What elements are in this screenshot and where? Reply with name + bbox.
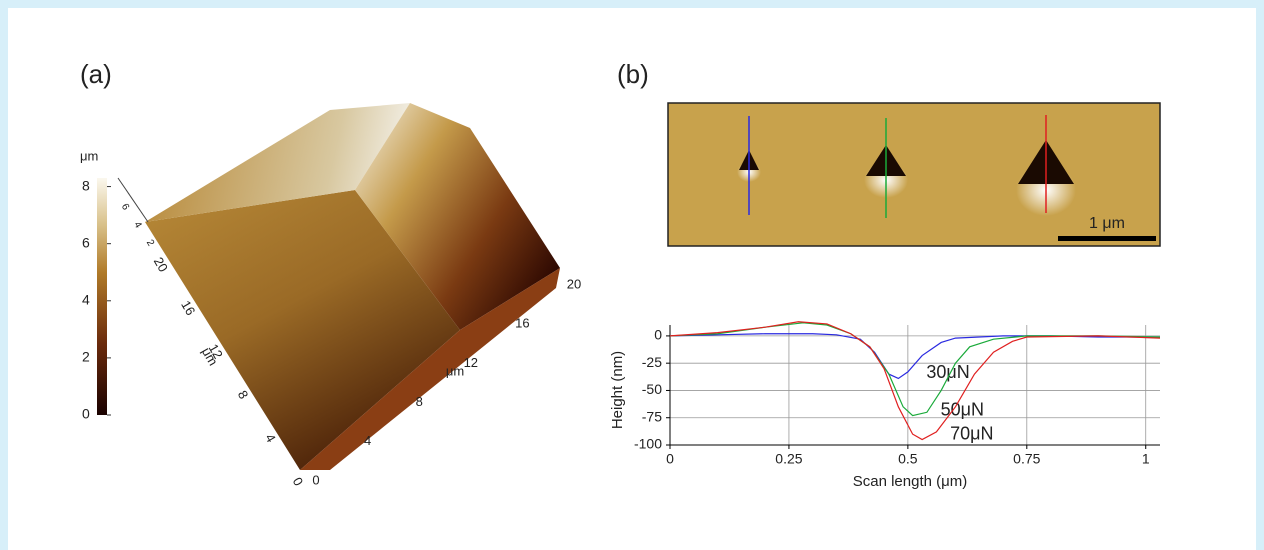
colorbar-unit: μm	[80, 148, 98, 163]
axis-unit: μm	[446, 363, 464, 378]
series-label: 30μN	[926, 362, 969, 382]
x-tick-label: 1	[1142, 451, 1150, 467]
panel-label: (b)	[617, 59, 649, 89]
colorbar-tick-label: 4	[82, 291, 90, 307]
colorbar-tick-label: 0	[82, 406, 90, 422]
y-tick-label: -50	[642, 381, 662, 397]
axis-tick-label: 12	[464, 355, 478, 370]
x-axis-label: Scan length (μm)	[853, 473, 968, 490]
y-tick-label: -100	[634, 436, 662, 452]
colorbar-tick-label: 8	[82, 177, 90, 193]
axis-tick-label: 8	[235, 388, 252, 402]
surface-3d	[118, 103, 560, 470]
series-line	[670, 334, 1160, 379]
y-tick-label: 0	[654, 327, 662, 343]
y-axis-label: Height (nm)	[609, 351, 626, 429]
y-tick-label: -25	[642, 354, 662, 370]
series-line	[670, 322, 1160, 440]
panel-label: (a)	[80, 59, 112, 89]
series-label: 50μN	[941, 399, 984, 419]
x-tick-label: 0	[666, 451, 674, 467]
axis-tick-label: 4	[262, 431, 279, 445]
afm-image: 1 μm	[668, 103, 1160, 246]
axis-tick-label: 6	[119, 202, 132, 213]
colorbar	[97, 178, 107, 415]
series-label: 70μN	[950, 423, 993, 443]
axis-tick-label: 20	[567, 276, 581, 291]
axis-tick-label: 16	[515, 316, 529, 331]
axis-tick-label: 4	[131, 220, 144, 231]
axis-tick-label: 0	[290, 475, 307, 489]
y-tick-label: -75	[642, 408, 662, 424]
x-tick-label: 0.25	[775, 451, 802, 467]
axis-tick-label: 0	[312, 472, 319, 487]
colorbar-tick-label: 2	[82, 349, 90, 365]
axis-tick-label: 8	[416, 394, 423, 409]
x-tick-label: 0.75	[1013, 451, 1040, 467]
x-tick-label: 0.5	[898, 451, 918, 467]
scale-bar-label: 1 μm	[1089, 215, 1125, 232]
colorbar-tick-label: 6	[82, 234, 90, 250]
axis-tick-label: 2	[144, 238, 157, 249]
axis-tick-label: 4	[364, 433, 371, 448]
